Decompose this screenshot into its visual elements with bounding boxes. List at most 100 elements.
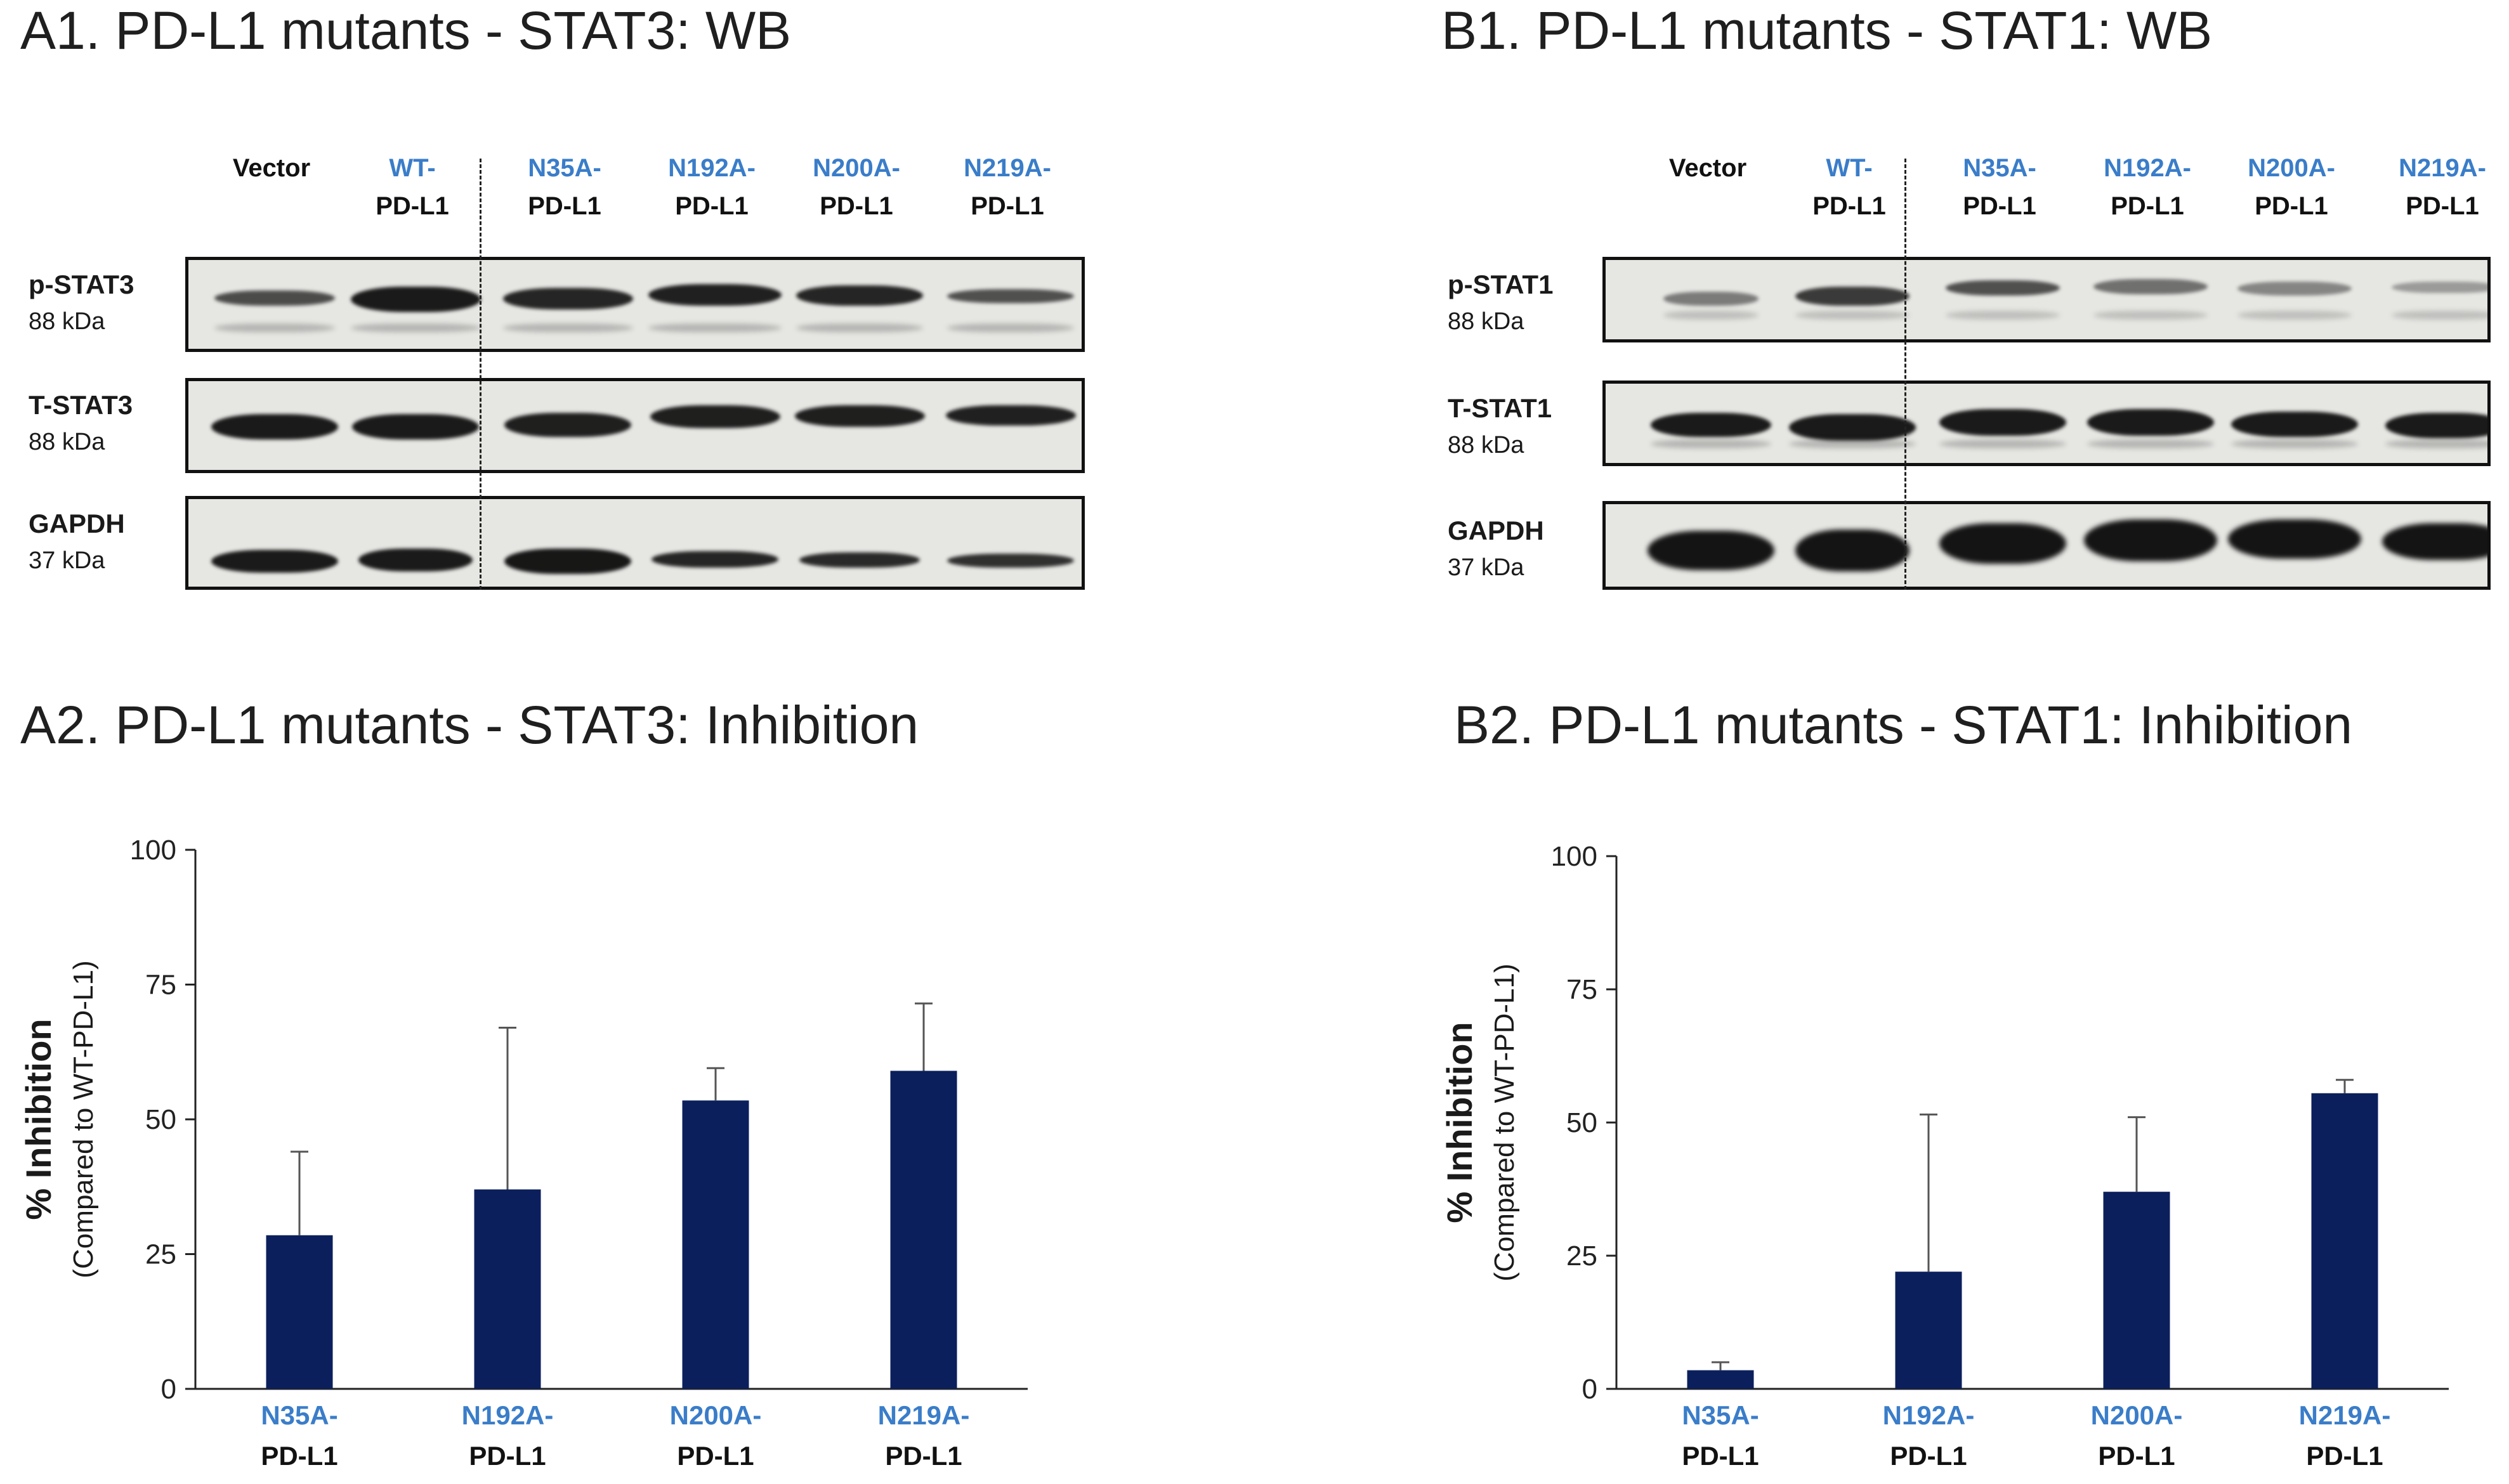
protein-band [2237,282,2352,296]
blot-strip [1602,381,2491,466]
protein-name: GAPDH [29,509,125,538]
protein-band [352,414,479,439]
lane-header: N35A- PD-L1 [488,149,641,225]
category-label-top: N200A- [669,1400,762,1430]
panel-b1-title: B1. PD-L1 mutants - STAT1: WB [1441,1,2213,60]
lane-header-top: N35A- [1963,154,2036,182]
category-label: N200A- PD-L1 [633,1395,798,1476]
category-label-top: N219A- [877,1400,970,1430]
faint-band [214,323,335,332]
lane-header-top: N192A- [2104,154,2191,182]
category-label-top: N192A- [1882,1400,1975,1430]
category-label: N35A- PD-L1 [217,1395,382,1476]
lane-header: N200A- PD-L1 [780,149,933,225]
blot-row-label: p-STAT3 88 kDa [29,266,134,340]
blot-row-label: GAPDH 37 kDa [29,505,125,579]
category-label-top: N35A- [1682,1400,1759,1430]
lane-header-bottom: PD-L1 [2111,192,2184,220]
bar [890,1071,957,1389]
category-label-bottom: PD-L1 [2098,1441,2175,1471]
y-tick-label: 0 [1582,1374,1597,1405]
blot-strip [1602,257,2491,342]
faint-band [648,323,782,332]
faint-band [1939,439,2066,448]
category-label-bottom: PD-L1 [2306,1441,2383,1471]
blot-strip [185,378,1085,473]
lane-header-bottom: PD-L1 [820,192,893,220]
faint-band [796,323,923,332]
protein-band [2392,282,2487,293]
protein-name: p-STAT1 [1448,270,1554,299]
faint-band [502,323,633,332]
lane-header-top: Vector [1668,154,1747,182]
protein-band [1651,413,1771,437]
molecular-weight: 37 kDa [1448,554,1524,581]
protein-band [2382,523,2487,560]
panel-a1-title: A1. PD-L1 mutants - STAT3: WB [20,1,792,60]
category-label: N192A- PD-L1 [1846,1395,2011,1476]
category-label: N219A- PD-L1 [2262,1395,2427,1476]
protein-band [945,405,1076,426]
lane-header-top: N219A- [964,154,1051,182]
category-label-bottom: PD-L1 [885,1441,962,1471]
protein-band [1795,287,1910,306]
category-label: N200A- PD-L1 [2054,1395,2219,1476]
blot-row-label: T-STAT1 88 kDa [1448,390,1552,464]
bar [2103,1192,2170,1389]
category-label-top: N219A- [2298,1400,2391,1430]
category-label-bottom: PD-L1 [677,1441,754,1471]
lane-header: WT- PD-L1 [336,149,488,225]
protein-band [2093,279,2208,294]
protein-band [794,405,925,427]
category-label-bottom: PD-L1 [1890,1441,1967,1471]
faint-band [947,323,1074,332]
protein-band [947,554,1074,568]
y-tick-label: 75 [1566,974,1597,1005]
protein-band [2087,409,2214,436]
faint-band [2087,439,2214,448]
category-label: N192A- PD-L1 [425,1395,590,1476]
protein-band [648,284,782,306]
bar-chart-a2: 0 25 50 75 100 % Inhibition (Compared to WT-PD… [18,835,1028,1405]
lane-header-top: WT- [1826,154,1873,182]
faint-band [1795,311,1910,320]
lane-header-bottom: PD-L1 [376,192,449,220]
protein-band [211,414,338,439]
molecular-weight: 88 kDa [1448,308,1524,335]
y-axis-sublabel: (Compared to WT-PD-L1) [1489,963,1520,1281]
lane-header-bottom: PD-L1 [2406,192,2479,220]
protein-name: GAPDH [1448,516,1544,545]
lane-header: WT- PD-L1 [1773,149,1925,225]
protein-band [799,552,920,568]
bar-chart-b2: 0 25 50 75 100 % Inhibition (Compared to WT-PD… [1439,841,2449,1405]
protein-band [1939,409,2066,436]
protein-band [214,290,335,306]
category-label-bottom: PD-L1 [261,1441,338,1471]
protein-band [504,549,631,574]
blot-strip [1602,501,2491,590]
blot-row-label: T-STAT3 88 kDa [29,387,133,460]
y-tick-label: 100 [130,835,176,866]
protein-band [1939,523,2066,564]
bar [1687,1370,1754,1389]
faint-band [1946,311,2060,320]
protein-name: p-STAT3 [29,270,134,299]
lane-header: N192A- PD-L1 [636,149,788,225]
category-label-bottom: PD-L1 [469,1441,546,1471]
protein-band [2228,519,2361,559]
lane-header: N192A- PD-L1 [2071,149,2224,225]
protein-band [796,285,923,306]
category-label-top: N35A- [261,1400,338,1430]
molecular-weight: 88 kDa [29,429,105,455]
lane-header-bottom: PD-L1 [2255,192,2328,220]
protein-band [2084,519,2217,561]
lane-header-top: Vector [232,154,311,182]
molecular-weight: 88 kDa [29,308,105,335]
faint-band [2093,311,2208,320]
lane-header: N219A- PD-L1 [931,149,1084,225]
category-label-bottom: PD-L1 [1682,1441,1759,1471]
faint-band [350,323,481,332]
lane-separator [1904,159,1906,590]
panel-b2-title: B2. PD-L1 mutants - STAT1: Inhibition [1454,695,2353,755]
lane-header-bottom: PD-L1 [1812,192,1886,220]
